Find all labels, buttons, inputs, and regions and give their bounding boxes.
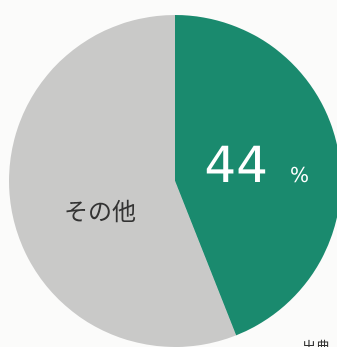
pie-slice-other <box>8 15 237 347</box>
slice-value-label: 44 <box>204 136 268 194</box>
source-label: 出典 <box>302 340 330 347</box>
slice-unit-label: % <box>290 163 309 187</box>
pie-slice-44 <box>175 15 337 336</box>
pie-slices <box>8 15 337 347</box>
slice-label-other: その他 <box>64 198 136 226</box>
